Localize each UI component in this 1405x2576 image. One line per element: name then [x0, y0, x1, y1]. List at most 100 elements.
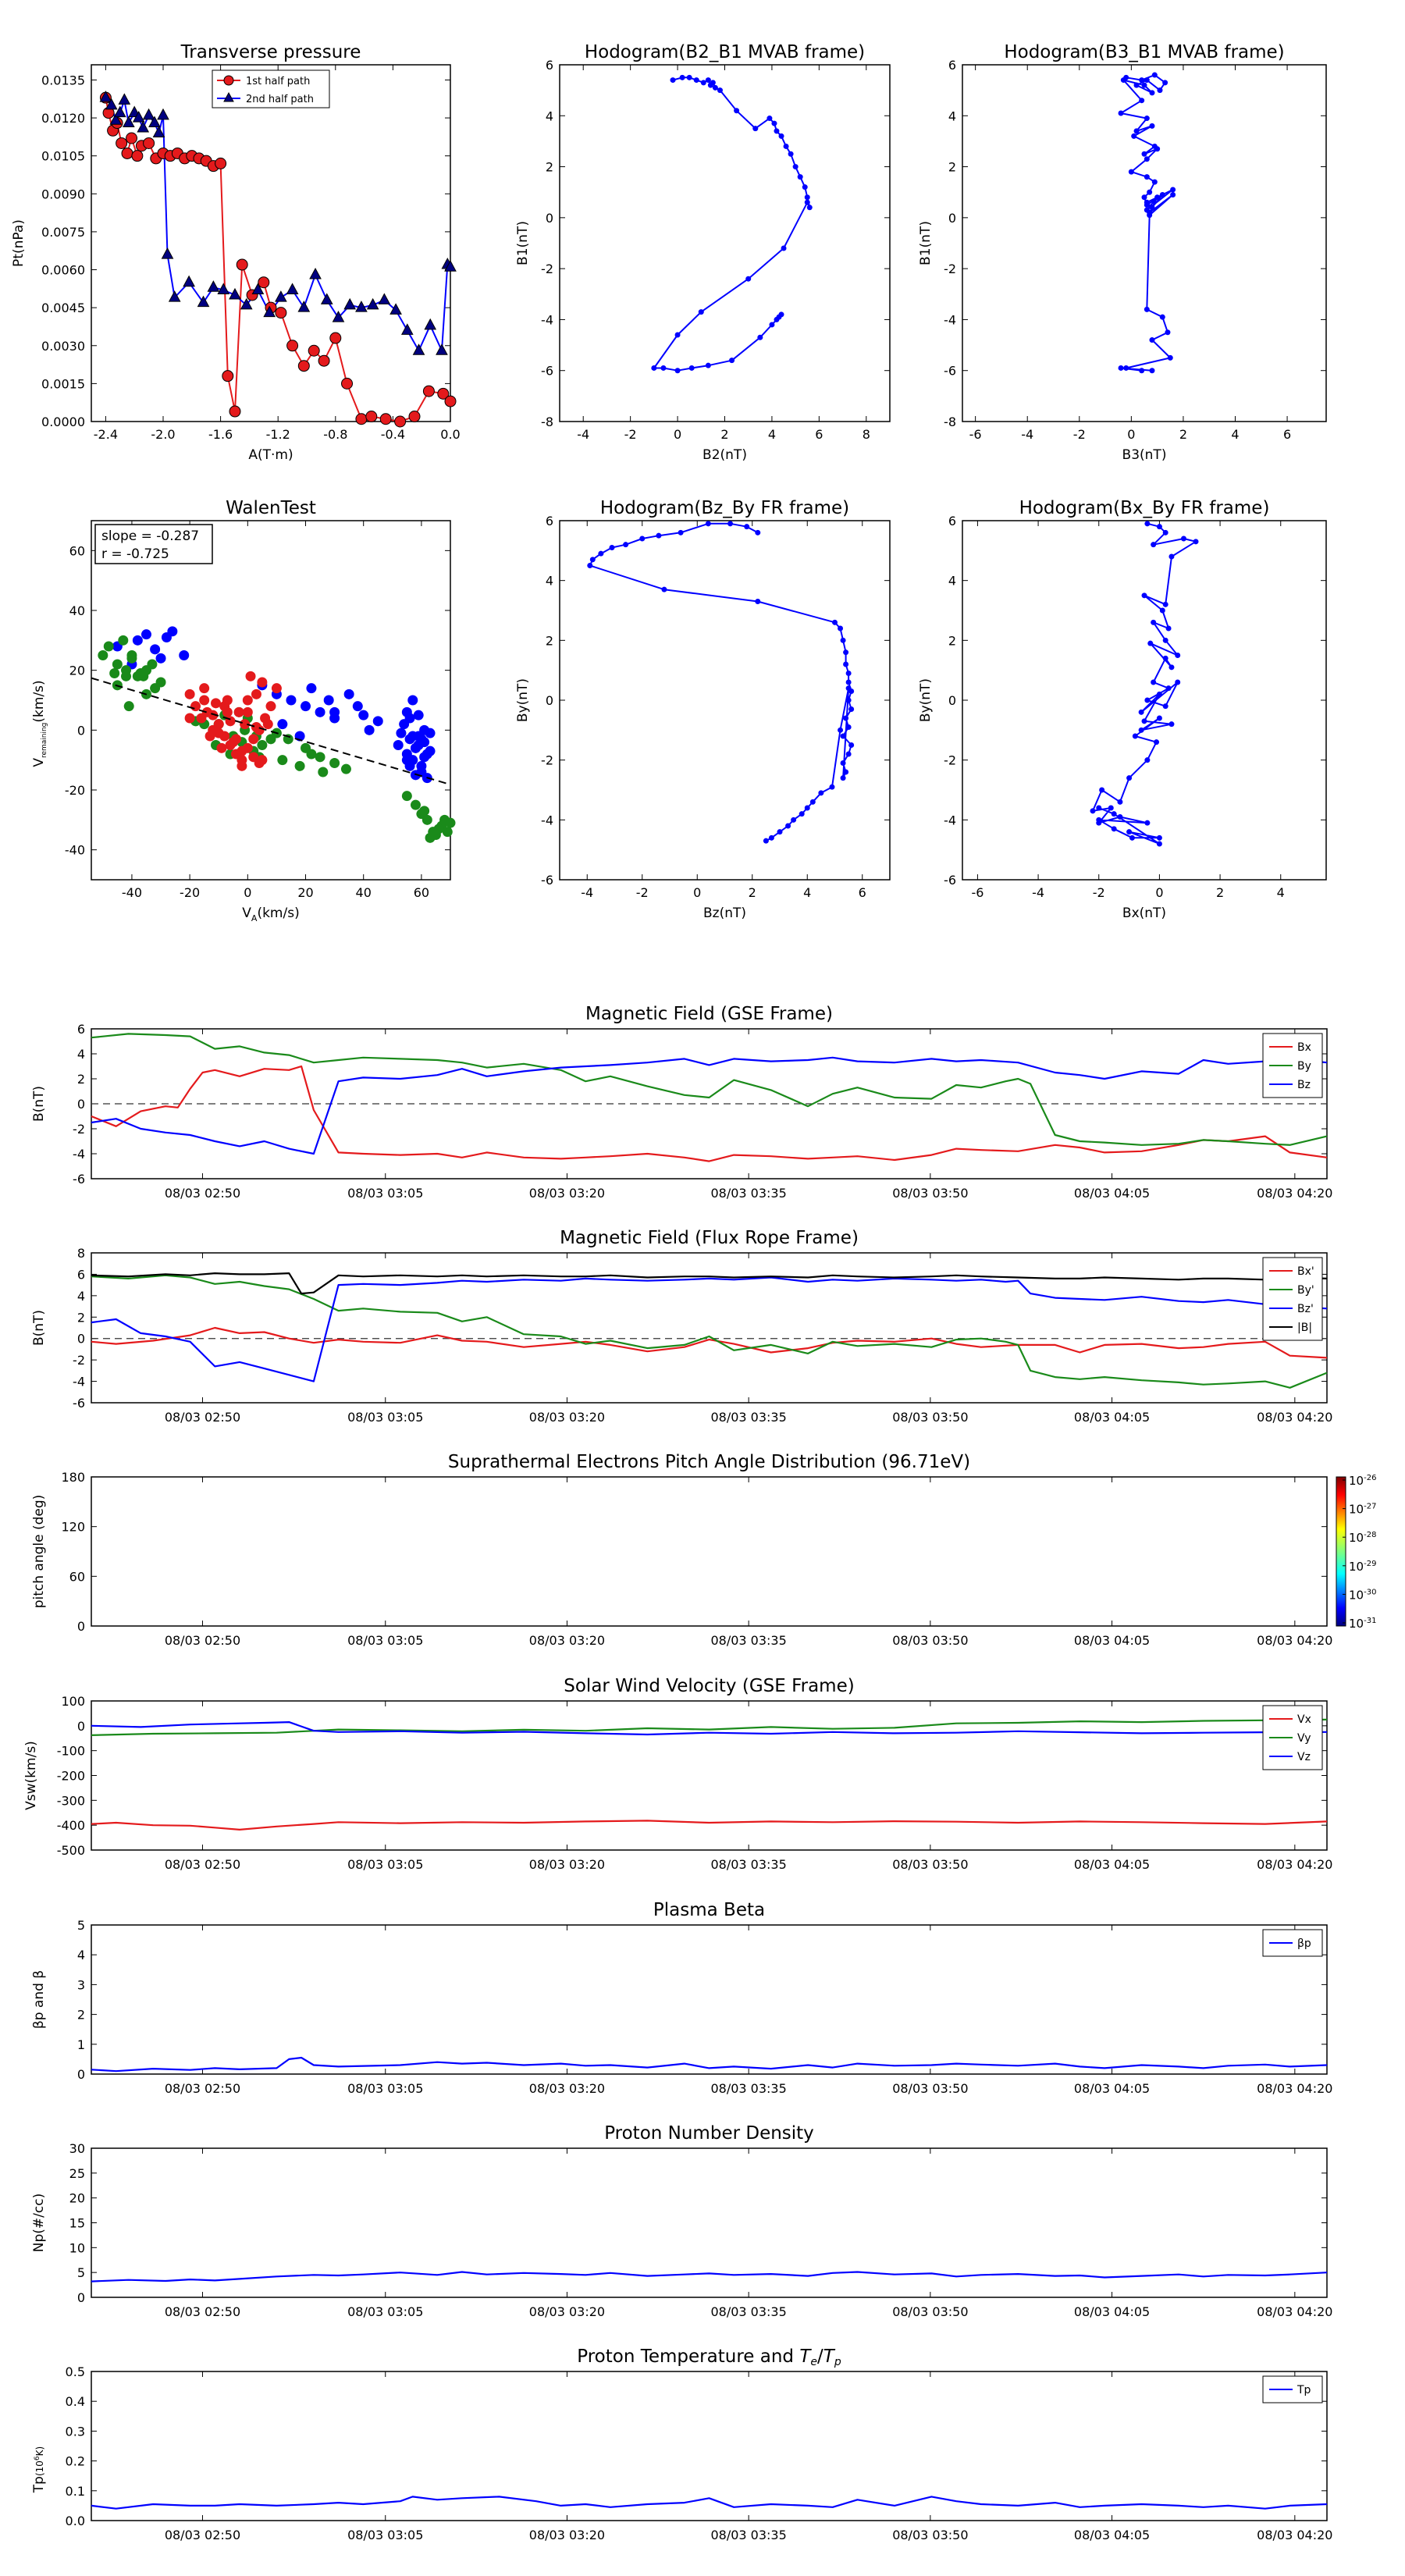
walen-point-red — [184, 688, 195, 699]
tp-point-2nd — [148, 116, 161, 128]
walen-point-blue — [179, 650, 190, 660]
pad-colorbar-label: 10-31 — [1349, 1617, 1376, 1631]
mf_gse-ytick-label: 2 — [77, 1072, 85, 1087]
tpro-xtick-label: 08/03 02:50 — [165, 2528, 240, 2542]
h1-xtick-label: 2 — [720, 427, 728, 442]
tp-legend-marker-1 — [223, 75, 234, 86]
walen-ytick-label: 40 — [69, 603, 85, 618]
walen-point-blue — [393, 740, 404, 750]
mf_gse-ytick-label: 4 — [77, 1047, 85, 1062]
h4-trace-point — [1099, 787, 1105, 793]
tp-ytick-label: 0.0015 — [41, 376, 85, 391]
h4-trace-point — [1156, 834, 1162, 841]
vsw-title: Solar Wind Velocity (GSE Frame) — [564, 1676, 854, 1696]
tp-xtick-label: -0.4 — [381, 427, 405, 442]
walen-point-red — [190, 701, 201, 712]
h1-trace-point — [700, 80, 706, 86]
mf_fr-xtick-label: 08/03 04:05 — [1074, 1410, 1150, 1425]
mf_gse-legend-label-2: Bz — [1297, 1079, 1311, 1091]
tp-point-1st — [394, 415, 407, 428]
tp-point-2nd — [157, 108, 169, 120]
h4-trace-point — [1159, 607, 1165, 614]
mf_fr-legend-label-0: Bx' — [1297, 1265, 1314, 1278]
tp-point-2nd — [378, 293, 391, 304]
h1-trace-point — [792, 164, 799, 170]
pad-colorbar — [1336, 1476, 1346, 1627]
walen-point-green — [257, 740, 268, 750]
tp-point-2nd — [251, 283, 265, 294]
pad-xtick-label: 08/03 03:50 — [892, 1633, 968, 1648]
tp-ytick-label: 0.0030 — [41, 339, 85, 354]
walen-point-red — [211, 698, 222, 709]
walen-xtick-label: -20 — [180, 885, 200, 900]
tpro-ytick-label: 0.0 — [66, 2514, 85, 2528]
h3-trace-point — [845, 724, 852, 730]
h2-title: Hodogram(B3_B1 MVAB frame) — [1004, 42, 1284, 62]
walen-point-blue — [396, 728, 407, 738]
h3-trace-point — [791, 817, 797, 823]
h4-xtick-label: 2 — [1216, 885, 1224, 900]
tp-point-2nd — [217, 283, 230, 294]
h3-trace-point — [845, 751, 852, 757]
walen-xtick-label: 60 — [414, 885, 429, 900]
h4-trace-point — [1108, 805, 1114, 811]
h2-ytick-label: -2 — [944, 262, 956, 276]
h2-trace-point — [1141, 151, 1147, 157]
h3-xtick-label: -4 — [581, 885, 593, 900]
walen-point-green — [283, 734, 293, 745]
tp-point-1st — [318, 354, 330, 367]
h1-plot-frame — [559, 64, 891, 422]
beta-xtick-label: 08/03 03:20 — [529, 2081, 605, 2096]
np-ytick-label: 20 — [69, 2191, 85, 2206]
np-ytick-label: 10 — [69, 2240, 85, 2255]
tpro-title: Proton Temperature and Te/Tp — [577, 2347, 841, 2368]
walen-point-red — [222, 706, 233, 717]
walen-point-blue — [404, 760, 415, 771]
h1-trace-point — [778, 133, 784, 139]
h3-ytick-label: 0 — [546, 693, 553, 708]
h1-trace-point — [651, 365, 657, 371]
walen-plot-frame — [91, 520, 451, 881]
mf_fr-series-3-line — [91, 1272, 1328, 1295]
walen-point-green — [123, 701, 134, 712]
vsw-ytick-label: -100 — [57, 1744, 85, 1759]
h1-trace-point — [774, 128, 780, 134]
h2-trace-point — [1139, 98, 1145, 104]
h2-xtick-label: -6 — [969, 427, 982, 442]
tp-point-2nd — [332, 311, 345, 322]
h4-trace-point — [1147, 640, 1154, 646]
pad-xtick-label: 08/03 03:35 — [710, 1633, 786, 1648]
h2-trace-point — [1149, 90, 1155, 96]
h2-xtick-label: 2 — [1179, 427, 1187, 442]
np-xtick-label: 08/03 03:50 — [892, 2304, 968, 2319]
h3-plot-frame — [559, 520, 891, 881]
vsw-series-1-line — [91, 1718, 1328, 1736]
h1-ytick-label: -6 — [541, 364, 553, 379]
walen-point-blue — [167, 626, 178, 637]
tp-point-1st — [365, 411, 378, 423]
h1-trace-point — [802, 184, 808, 190]
walen-point-blue — [407, 695, 418, 706]
walen-point-blue — [286, 695, 297, 706]
mf_gse-ylabel: B(nT) — [31, 1086, 47, 1122]
h1-trace-point — [734, 108, 740, 114]
walen-point-red — [216, 742, 227, 753]
beta-legend-label-0: βp — [1297, 1937, 1311, 1950]
tp-point-1st — [308, 344, 320, 357]
h4-trace-point — [1156, 841, 1162, 847]
walen-point-green — [419, 806, 430, 817]
h4-trace-point — [1156, 524, 1162, 530]
walen-point-blue — [343, 688, 354, 699]
h4-ylabel: By(nT) — [918, 678, 934, 722]
h3-trace-point — [678, 529, 684, 535]
h2-trace-point — [1141, 82, 1147, 88]
h3-trace-point — [845, 697, 852, 703]
mf_gse-series-0-line — [91, 1065, 1328, 1162]
h2-xtick-label: 0 — [1127, 427, 1135, 442]
h3-trace-point — [845, 685, 852, 692]
h1-trace-point — [804, 199, 810, 205]
walen-xtick-label: 0 — [244, 885, 251, 900]
h3-trace-point — [848, 742, 855, 748]
h2-trace-point — [1149, 123, 1155, 129]
tp-point-1st — [222, 370, 234, 382]
